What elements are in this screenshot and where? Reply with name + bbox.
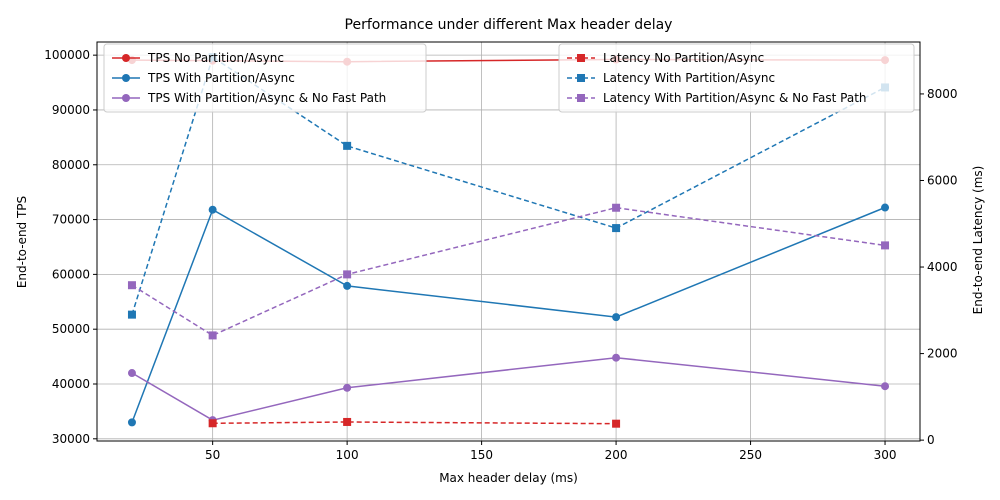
data-point — [612, 353, 621, 362]
y-tick-label-right: 0 — [927, 433, 935, 447]
data-point — [343, 281, 352, 290]
x-tick-label: 300 — [874, 448, 897, 462]
y-tick-label-left: 70000 — [52, 213, 90, 227]
series-line — [212, 421, 617, 425]
legend-marker — [577, 94, 585, 102]
data-point — [127, 281, 136, 290]
data-point — [208, 419, 217, 428]
x-tick-label: 50 — [205, 448, 220, 462]
series-latency-no-partition-async — [208, 417, 621, 428]
data-point — [343, 141, 352, 150]
y-tick-label-right: 2000 — [927, 347, 958, 361]
y-tick-label-left: 40000 — [52, 377, 90, 391]
series-line — [131, 206, 886, 337]
legend-right: Latency No Partition/Async Latency With P… — [558, 43, 915, 113]
data-point — [881, 203, 890, 212]
y-axis-label-left: End-to-end TPS — [15, 196, 29, 288]
y-tick-label-left: 100000 — [44, 48, 90, 62]
chart-title: Performance under different Max header d… — [345, 17, 673, 33]
series-line — [131, 206, 886, 423]
series-latency-with-partition-async-no-fast-path — [127, 203, 890, 340]
y-tick-label-left: 50000 — [52, 322, 90, 336]
series-line — [131, 356, 886, 421]
legend-entry: Latency With Partition/Async — [603, 71, 775, 85]
y-tick-label-left: 30000 — [52, 432, 90, 446]
x-tick-label: 100 — [336, 448, 359, 462]
legend-entry: Latency No Partition/Async — [603, 51, 764, 65]
legend-marker — [577, 74, 585, 82]
x-tick-label: 250 — [739, 448, 762, 462]
legend-marker — [122, 54, 130, 62]
legend-marker — [122, 74, 130, 82]
plot-frame — [96, 41, 921, 442]
data-point — [343, 383, 352, 392]
y-tick-label-right: 8000 — [927, 87, 958, 101]
y-tick-label-left: 80000 — [52, 158, 90, 172]
series-line — [131, 55, 886, 315]
legend-left: TPS No Partition/Async TPS With Partition… — [103, 43, 427, 113]
x-tick-label: 200 — [605, 448, 628, 462]
data-point — [127, 310, 136, 319]
data-point — [343, 270, 352, 279]
legend-marker — [122, 94, 130, 102]
data-point — [343, 417, 352, 426]
data-point — [881, 382, 890, 391]
data-point — [612, 313, 621, 322]
data-point — [612, 419, 621, 428]
data-point — [127, 418, 136, 427]
data-point — [127, 369, 136, 378]
legend-entry: TPS No Partition/Async — [147, 51, 284, 65]
legend-marker — [577, 54, 585, 62]
data-point — [612, 224, 621, 233]
y-tick-label-right: 4000 — [927, 260, 958, 274]
legend-box — [103, 43, 427, 113]
legend-box — [558, 43, 915, 113]
x-axis-label: Max header delay (ms) — [439, 471, 578, 485]
legend-entry: TPS With Partition/Async — [147, 71, 295, 85]
data-point — [208, 331, 217, 340]
data-point — [881, 241, 890, 250]
data-point — [208, 205, 217, 214]
y-axis-label-right: End-to-end Latency (ms) — [971, 166, 985, 315]
x-tick-label: 150 — [470, 448, 493, 462]
y-tick-label-left: 90000 — [52, 103, 90, 117]
legend-entry: Latency With Partition/Async & No Fast P… — [603, 91, 867, 105]
ticks: 50 100 150 200 250 30030000400005000060000700… — [44, 48, 957, 462]
y-tick-label-right: 6000 — [927, 173, 958, 187]
series-tps-with-partition-async — [127, 203, 890, 427]
series-tps-with-partition-async-no-fast-path — [127, 353, 890, 425]
legend-entry: TPS With Partition/Async & No Fast Path — [147, 91, 386, 105]
y-tick-label-left: 60000 — [52, 267, 90, 281]
data-point — [612, 203, 621, 212]
